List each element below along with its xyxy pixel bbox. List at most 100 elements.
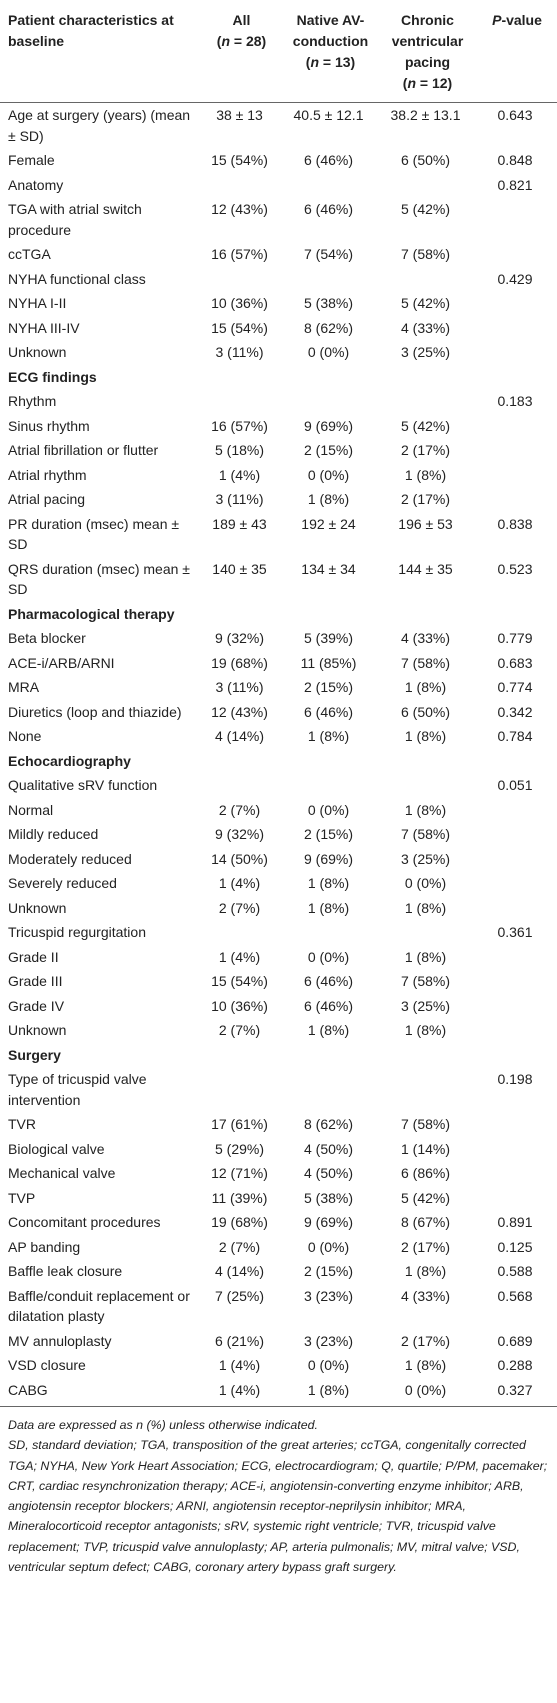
cell-pvalue	[473, 291, 557, 316]
cell-pvalue	[473, 1137, 557, 1162]
cell-paced: 2 (17%)	[400, 491, 451, 507]
table-row: ACE-i/ARB/ARNI 19 (68%) 11 (85%) 7 (58%) 0.6…	[0, 651, 557, 676]
cell-native: 192 ± 24	[301, 515, 356, 532]
row-label: Grade II	[8, 948, 59, 965]
table-row: Tricuspid regurgitation 0.361	[0, 920, 557, 945]
row-label: ACE-i/ARB/ARNI	[8, 654, 115, 671]
cell-native: 5 (39%)	[303, 630, 354, 646]
cell-paced: 3 (25%)	[400, 997, 451, 1014]
cell-native: 8 (62%)	[303, 1116, 354, 1132]
row-label: MV annuloplasty	[8, 1332, 112, 1349]
header-paced-label: Chronic ventricular pacing	[391, 12, 464, 70]
header-native-n: (n = 13)	[305, 54, 356, 70]
cell-native: 9 (69%)	[303, 1214, 354, 1230]
row-label: Atrial pacing	[8, 491, 86, 507]
cell-native: 9 (69%)	[303, 417, 354, 434]
cell-paced: 5 (42%)	[400, 201, 451, 217]
section-heading: Pharmacological therapy	[8, 605, 175, 622]
table-row: Grade II 1 (4%) 0 (0%) 1 (8%)	[0, 945, 557, 970]
cell-paced: 196 ± 53	[398, 515, 453, 532]
cell-pvalue	[473, 969, 557, 994]
row-label: Age at surgery (years) (mean ± SD)	[8, 107, 191, 144]
cell-all	[200, 1067, 279, 1112]
cell-pvalue: 0.361	[497, 924, 533, 940]
cell-pvalue	[473, 1186, 557, 1211]
characteristics-table: Patient characteristics at baseline All (…	[0, 0, 557, 1407]
table-row: Beta blocker 9 (32%) 5 (39%) 4 (33%) 0.779	[0, 626, 557, 651]
row-label: MRA	[8, 679, 40, 695]
row-label: Atrial fibrillation or flutter	[8, 442, 159, 458]
cell-paced: 7 (58%)	[400, 1116, 451, 1132]
cell-pvalue	[473, 994, 557, 1019]
table-row: Atrial rhythm 1 (4%) 0 (0%) 1 (8%)	[0, 463, 557, 488]
cell-paced: 0 (0%)	[404, 1381, 447, 1398]
cell-pvalue: 0.779	[497, 630, 533, 646]
cell-native: 2 (15%)	[303, 442, 354, 458]
cell-paced: 144 ± 35	[398, 560, 453, 577]
row-label: Grade IV	[8, 997, 65, 1014]
cell-all: 10 (36%)	[211, 997, 268, 1014]
cell-all: 1 (4%)	[218, 1357, 261, 1373]
cell-all: 140 ± 35	[212, 560, 267, 577]
cell-paced: 6 (50%)	[400, 703, 451, 720]
table-row: Mildly reduced 9 (32%) 2 (15%) 7 (58%)	[0, 822, 557, 847]
cell-native: 8 (62%)	[303, 319, 354, 336]
table-row: NYHA III-IV 15 (54%) 8 (62%) 4 (33%)	[0, 316, 557, 341]
cell-all: 38 ± 13	[216, 107, 263, 123]
cell-native	[279, 267, 378, 292]
cell-native: 0 (0%)	[307, 801, 350, 818]
table-row: MV annuloplasty 6 (21%) 3 (23%) 2 (17%) 0.68…	[0, 1329, 557, 1354]
row-label: Female	[8, 152, 55, 168]
cell-native: 11 (85%)	[300, 654, 357, 671]
cell-pvalue: 0.183	[497, 393, 533, 409]
cell-pvalue	[473, 1161, 557, 1186]
cell-all	[200, 773, 279, 798]
cell-pvalue: 0.198	[497, 1071, 533, 1087]
cell-paced: 7 (58%)	[400, 246, 451, 262]
cell-all: 5 (29%)	[214, 1140, 265, 1157]
cell-pvalue: 0.774	[497, 679, 533, 695]
cell-native	[279, 773, 378, 798]
table-row: Mechanical valve 12 (71%) 4 (50%) 6 (86%)	[0, 1161, 557, 1186]
table-row: CABG 1 (4%) 1 (8%) 0 (0%) 0.327	[0, 1378, 557, 1407]
cell-all: 19 (68%)	[211, 654, 268, 671]
cell-paced: 3 (25%)	[400, 850, 451, 867]
cell-all: 9 (32%)	[214, 630, 265, 646]
cell-native: 0 (0%)	[307, 948, 350, 965]
row-label: Unknown	[8, 899, 67, 916]
cell-pvalue: 0.784	[497, 728, 533, 744]
cell-pvalue	[473, 340, 557, 365]
cell-all: 15 (54%)	[211, 319, 268, 336]
table-row: TVR 17 (61%) 8 (62%) 7 (58%)	[0, 1112, 557, 1137]
cell-all: 11 (39%)	[211, 1189, 268, 1206]
cell-native: 1 (8%)	[307, 491, 350, 507]
cell-pvalue: 0.429	[497, 270, 533, 287]
cell-all: 1 (4%)	[218, 466, 261, 483]
header-paced-n: (n = 12)	[402, 75, 453, 91]
row-label: None	[8, 728, 42, 744]
cell-pvalue: 0.051	[497, 777, 533, 793]
cell-pvalue	[473, 847, 557, 872]
cell-all: 6 (21%)	[214, 1332, 265, 1349]
section-row: Pharmacological therapy	[0, 602, 557, 627]
row-label: Unknown	[8, 344, 67, 360]
cell-pvalue	[473, 414, 557, 439]
row-label: Normal	[8, 801, 54, 818]
table-row: AP banding 2 (7%) 0 (0%) 2 (17%) 0.125	[0, 1235, 557, 1260]
cell-paced	[378, 773, 473, 798]
cell-paced: 5 (42%)	[400, 417, 451, 434]
cell-pvalue	[473, 438, 557, 463]
cell-native: 2 (15%)	[303, 679, 354, 695]
cell-all: 2 (7%)	[218, 1022, 261, 1038]
cell-pvalue: 0.125	[497, 1238, 533, 1255]
table-row: Baffle/conduit replacement or dilatation…	[0, 1284, 557, 1329]
row-label: Sinus rhythm	[8, 417, 90, 434]
cell-pvalue: 0.838	[497, 515, 533, 532]
row-label: Beta blocker	[8, 630, 86, 646]
cell-paced: 1 (8%)	[404, 1357, 447, 1373]
table-row: Severely reduced 1 (4%) 1 (8%) 0 (0%)	[0, 871, 557, 896]
table-body: Age at surgery (years) (mean ± SD) 38 ± 1…	[0, 103, 557, 1407]
table-row: Age at surgery (years) (mean ± SD) 38 ± 1…	[0, 103, 557, 149]
cell-paced: 2 (17%)	[400, 442, 451, 458]
header-all-n: (n = 28)	[216, 33, 267, 49]
